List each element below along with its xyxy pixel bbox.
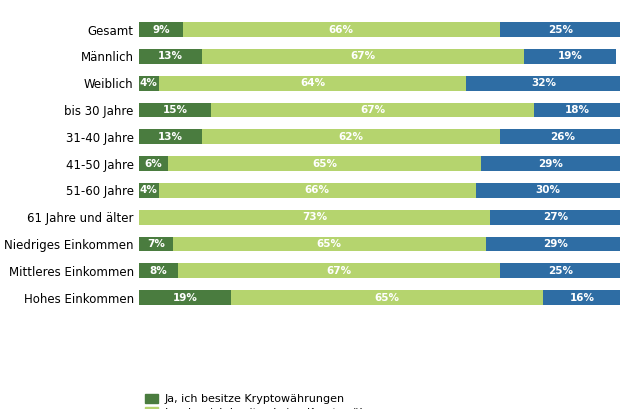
Bar [139, 263, 178, 278]
Text: 29%: 29% [543, 239, 568, 249]
Legend: Ja, ich besitze Kryptowährungen, Ja, aber ich besitze keine Kryptowährungen, Nei: Ja, ich besitze Kryptowährungen, Ja, abe… [145, 393, 408, 409]
Bar [139, 210, 491, 225]
Text: 73%: 73% [303, 212, 327, 222]
Bar [173, 236, 486, 251]
Bar [139, 236, 173, 251]
Bar [543, 290, 620, 305]
Text: 27%: 27% [543, 212, 568, 222]
Bar [486, 236, 625, 251]
Text: 19%: 19% [558, 52, 582, 61]
Bar [178, 263, 500, 278]
Text: 15%: 15% [163, 105, 188, 115]
Bar [202, 49, 524, 64]
Bar [202, 130, 500, 144]
Text: 65%: 65% [375, 292, 399, 303]
Text: 18%: 18% [565, 105, 589, 115]
Text: 67%: 67% [360, 105, 385, 115]
Text: 25%: 25% [548, 266, 573, 276]
Bar [500, 263, 620, 278]
Text: 9%: 9% [152, 25, 170, 35]
Bar [158, 76, 467, 91]
Bar [139, 49, 202, 64]
Text: 26%: 26% [550, 132, 575, 142]
Text: 66%: 66% [304, 185, 330, 196]
Bar [139, 130, 202, 144]
Bar [467, 76, 620, 91]
Bar [230, 290, 543, 305]
Text: 13%: 13% [158, 132, 183, 142]
Text: 32%: 32% [531, 78, 556, 88]
Bar [500, 130, 625, 144]
Text: 64%: 64% [300, 78, 325, 88]
Text: 29%: 29% [538, 159, 563, 169]
Bar [158, 183, 476, 198]
Bar [481, 156, 620, 171]
Text: 65%: 65% [312, 159, 337, 169]
Bar [139, 156, 168, 171]
Bar [500, 22, 620, 37]
Bar [491, 210, 620, 225]
Text: 62%: 62% [339, 132, 363, 142]
Bar [139, 183, 158, 198]
Bar [211, 103, 534, 117]
Bar [524, 49, 615, 64]
Bar [476, 183, 620, 198]
Text: 13%: 13% [158, 52, 183, 61]
Text: 6%: 6% [145, 159, 163, 169]
Bar [534, 103, 620, 117]
Bar [139, 76, 158, 91]
Text: 8%: 8% [149, 266, 167, 276]
Text: 65%: 65% [316, 239, 342, 249]
Text: 19%: 19% [173, 292, 197, 303]
Text: 4%: 4% [140, 185, 158, 196]
Bar [168, 156, 481, 171]
Text: 7%: 7% [147, 239, 165, 249]
Text: 66%: 66% [329, 25, 354, 35]
Text: 67%: 67% [327, 266, 351, 276]
Bar [139, 22, 182, 37]
Text: 25%: 25% [548, 25, 573, 35]
Bar [139, 290, 230, 305]
Bar [139, 103, 211, 117]
Bar [182, 22, 500, 37]
Text: 4%: 4% [140, 78, 158, 88]
Text: 30%: 30% [536, 185, 561, 196]
Text: 67%: 67% [351, 52, 375, 61]
Text: 16%: 16% [569, 292, 594, 303]
